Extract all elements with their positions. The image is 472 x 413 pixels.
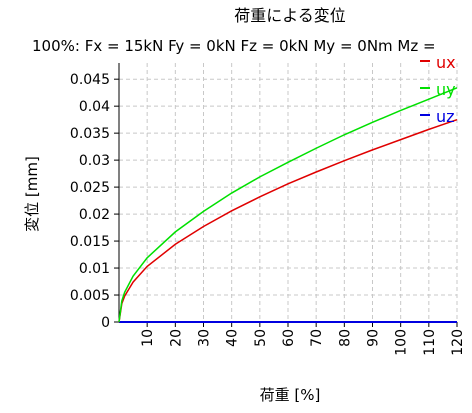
y-tick-label: 0.045 — [70, 72, 110, 88]
y-tick-label: 0.025 — [70, 180, 110, 196]
x-tick-label: 50 — [253, 329, 269, 347]
grid — [119, 63, 458, 322]
x-tick-label: 90 — [366, 329, 382, 347]
y-tick-labels: 0 0.005 0.01 0.015 0.02 0.025 0.03 0.035 0.04 0.0… — [70, 72, 119, 331]
x-tick-label: 80 — [337, 329, 353, 347]
chart-title: 荷重による変位 — [234, 6, 346, 25]
x-tick-label: 110 — [422, 329, 438, 356]
y-tick-label: 0.015 — [70, 234, 110, 250]
y-tick-label: 0.04 — [79, 99, 110, 115]
y-tick-label: 0 — [101, 315, 110, 331]
x-tick-label: 120 — [450, 329, 466, 356]
x-tick-label: 40 — [225, 329, 241, 347]
x-axis-label: 荷重 [%] — [260, 386, 321, 404]
legend-label-uy: uy — [436, 80, 456, 99]
x-tick-label: 10 — [140, 329, 156, 347]
x-tick-labels: 10 20 30 40 50 60 70 80 90 100 110 120 — [140, 322, 466, 356]
legend: ux uy uz — [420, 53, 456, 126]
x-tick-label: 20 — [168, 329, 184, 347]
y-tick-label: 0.01 — [79, 261, 110, 277]
series-line-uy — [118, 87, 458, 323]
legend-label-ux: ux — [436, 53, 456, 72]
chart-subtitle: 100%: Fx = 15kN Fy = 0kN Fz = 0kN My = 0… — [32, 37, 436, 55]
x-tick-label: 100 — [394, 329, 410, 356]
x-tick-label: 70 — [309, 329, 325, 347]
y-tick-label: 0.02 — [79, 207, 110, 223]
x-tick-label: 30 — [197, 329, 213, 347]
y-tick-label: 0.005 — [70, 288, 110, 304]
series-lines — [118, 87, 458, 323]
y-tick-label: 0.035 — [70, 126, 110, 142]
y-axis-label: 変位 [mm] — [23, 156, 41, 232]
x-tick-label: 60 — [281, 329, 297, 347]
series-line-ux — [118, 118, 458, 323]
legend-label-uz: uz — [436, 107, 455, 126]
y-tick-label: 0.03 — [79, 153, 110, 169]
